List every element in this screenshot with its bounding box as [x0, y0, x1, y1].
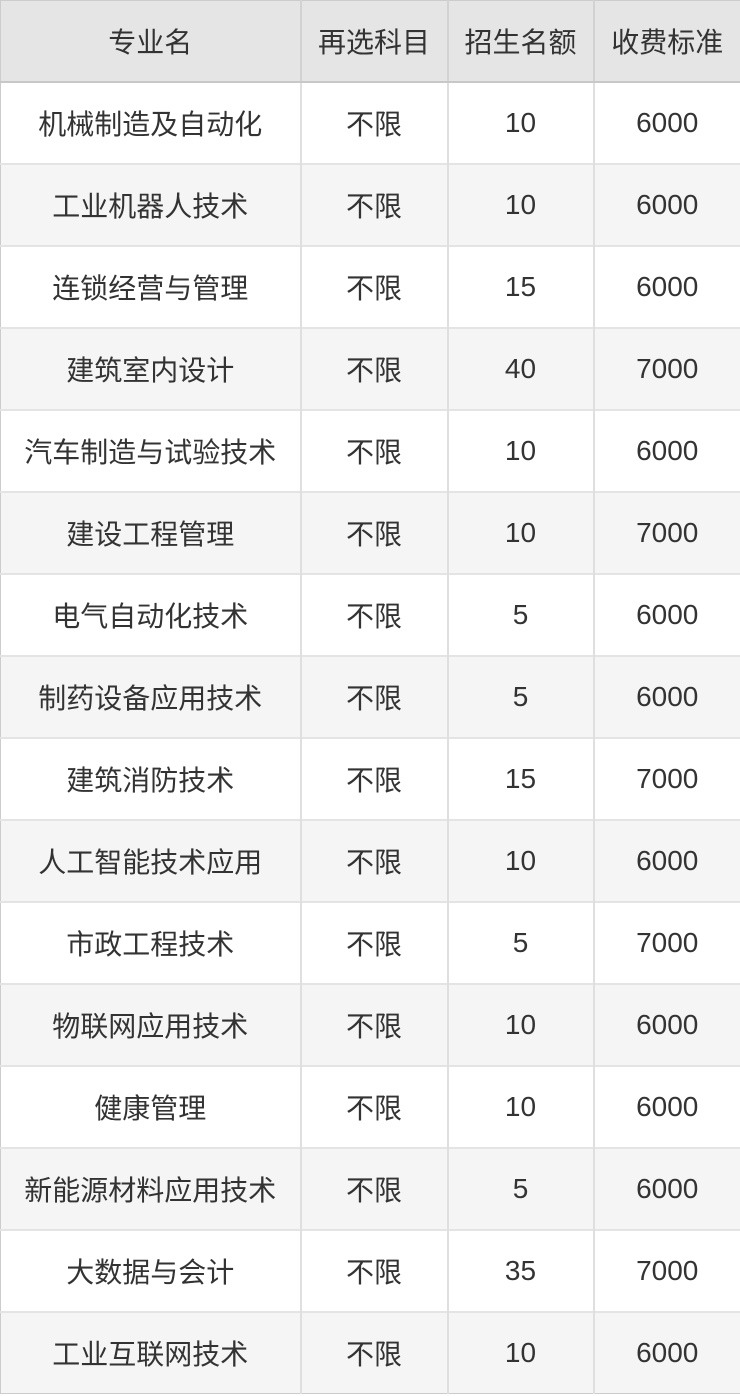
cell-subjects: 不限 — [300, 1310, 449, 1394]
cell-fee: 6000 — [593, 408, 740, 492]
table-row: 市政工程技术 不限 5 7000 — [0, 900, 740, 984]
cell-major: 健康管理 — [0, 1064, 302, 1148]
table-row: 人工智能技术应用 不限 10 6000 — [0, 818, 740, 902]
cell-subjects: 不限 — [300, 244, 449, 328]
cell-subjects: 不限 — [300, 900, 449, 984]
cell-quota: 5 — [447, 900, 595, 984]
cell-subjects: 不限 — [300, 1064, 449, 1148]
cell-quota: 40 — [447, 326, 595, 410]
header-cell-major: 专业名 — [0, 0, 302, 83]
cell-major: 连锁经营与管理 — [0, 244, 302, 328]
cell-subjects: 不限 — [300, 490, 449, 574]
cell-major: 电气自动化技术 — [0, 572, 302, 656]
cell-subjects: 不限 — [300, 736, 449, 820]
table-row: 制药设备应用技术 不限 5 6000 — [0, 654, 740, 738]
cell-quota: 5 — [447, 572, 595, 656]
cell-major: 汽车制造与试验技术 — [0, 408, 302, 492]
cell-quota: 10 — [447, 81, 595, 164]
cell-fee: 7000 — [593, 326, 740, 410]
cell-quota: 15 — [447, 244, 595, 328]
table-row: 汽车制造与试验技术 不限 10 6000 — [0, 408, 740, 492]
cell-major: 人工智能技术应用 — [0, 818, 302, 902]
cell-quota: 10 — [447, 982, 595, 1066]
cell-quota: 10 — [447, 1064, 595, 1148]
cell-subjects: 不限 — [300, 572, 449, 656]
table-row: 健康管理 不限 10 6000 — [0, 1064, 740, 1148]
table-row: 机械制造及自动化 不限 10 6000 — [0, 81, 740, 164]
cell-quota: 35 — [447, 1228, 595, 1312]
cell-fee: 6000 — [593, 572, 740, 656]
cell-subjects: 不限 — [300, 81, 449, 164]
cell-major: 机械制造及自动化 — [0, 81, 302, 164]
table-row: 工业互联网技术 不限 10 6000 — [0, 1310, 740, 1394]
cell-subjects: 不限 — [300, 326, 449, 410]
cell-quota: 10 — [447, 162, 595, 246]
cell-subjects: 不限 — [300, 408, 449, 492]
cell-quota: 10 — [447, 818, 595, 902]
cell-fee: 6000 — [593, 162, 740, 246]
cell-quota: 10 — [447, 490, 595, 574]
header-cell-fee: 收费标准 — [593, 0, 740, 83]
cell-fee: 6000 — [593, 818, 740, 902]
cell-fee: 7000 — [593, 1228, 740, 1312]
header-cell-quota: 招生名额 — [447, 0, 595, 83]
cell-major: 建筑消防技术 — [0, 736, 302, 820]
cell-subjects: 不限 — [300, 162, 449, 246]
table-row: 电气自动化技术 不限 5 6000 — [0, 572, 740, 656]
header-row: 专业名 再选科目 招生名额 收费标准 — [0, 0, 740, 83]
cell-quota: 5 — [447, 1146, 595, 1230]
cell-major: 工业互联网技术 — [0, 1310, 302, 1394]
cell-quota: 10 — [447, 408, 595, 492]
table-row: 连锁经营与管理 不限 15 6000 — [0, 244, 740, 328]
cell-quota: 5 — [447, 654, 595, 738]
table-row: 建筑消防技术 不限 15 7000 — [0, 736, 740, 820]
table-row: 建筑室内设计 不限 40 7000 — [0, 326, 740, 410]
cell-fee: 6000 — [593, 81, 740, 164]
cell-subjects: 不限 — [300, 654, 449, 738]
cell-quota: 15 — [447, 736, 595, 820]
cell-fee: 7000 — [593, 900, 740, 984]
cell-quota: 10 — [447, 1310, 595, 1394]
cell-major: 大数据与会计 — [0, 1228, 302, 1312]
cell-fee: 6000 — [593, 654, 740, 738]
cell-fee: 6000 — [593, 982, 740, 1066]
table-header: 专业名 再选科目 招生名额 收费标准 — [0, 0, 740, 83]
cell-fee: 6000 — [593, 244, 740, 328]
table-row: 大数据与会计 不限 35 7000 — [0, 1228, 740, 1312]
cell-major: 工业机器人技术 — [0, 162, 302, 246]
table-row: 新能源材料应用技术 不限 5 6000 — [0, 1146, 740, 1230]
table-body: 机械制造及自动化 不限 10 6000 工业机器人技术 不限 10 6000 连锁经营与管理 不限… — [0, 81, 740, 1394]
cell-major: 新能源材料应用技术 — [0, 1146, 302, 1230]
cell-subjects: 不限 — [300, 982, 449, 1066]
table-row: 工业机器人技术 不限 10 6000 — [0, 162, 740, 246]
cell-subjects: 不限 — [300, 818, 449, 902]
cell-subjects: 不限 — [300, 1228, 449, 1312]
cell-fee: 7000 — [593, 490, 740, 574]
table-row: 建设工程管理 不限 10 7000 — [0, 490, 740, 574]
cell-fee: 6000 — [593, 1310, 740, 1394]
header-cell-subjects: 再选科目 — [300, 0, 449, 83]
cell-major: 建筑室内设计 — [0, 326, 302, 410]
cell-fee: 6000 — [593, 1064, 740, 1148]
cell-major: 制药设备应用技术 — [0, 654, 302, 738]
cell-major: 建设工程管理 — [0, 490, 302, 574]
table-row: 物联网应用技术 不限 10 6000 — [0, 982, 740, 1066]
cell-fee: 7000 — [593, 736, 740, 820]
cell-major: 物联网应用技术 — [0, 982, 302, 1066]
cell-subjects: 不限 — [300, 1146, 449, 1230]
cell-major: 市政工程技术 — [0, 900, 302, 984]
cell-fee: 6000 — [593, 1146, 740, 1230]
